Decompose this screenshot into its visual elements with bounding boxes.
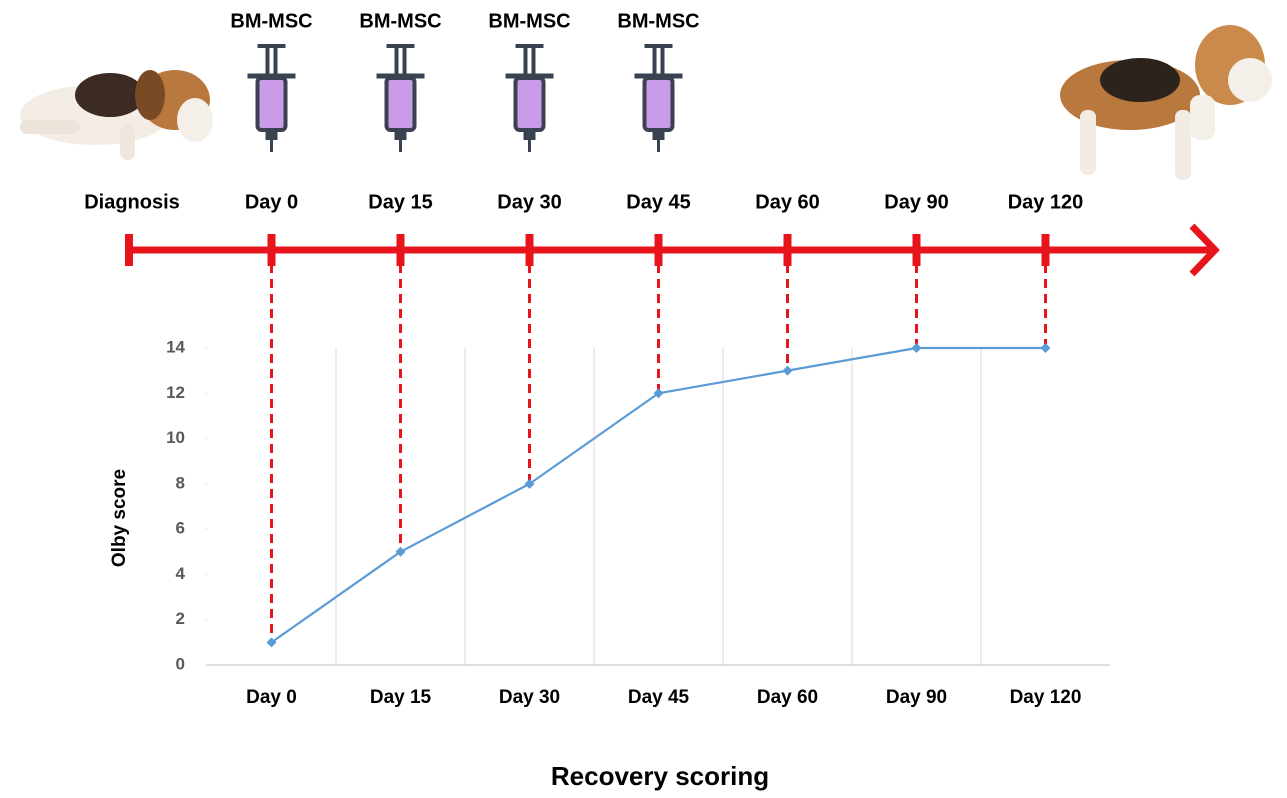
x-tick-label: Day 45 (628, 687, 690, 708)
syringe-hub (524, 130, 536, 140)
syringe-icon (248, 46, 296, 152)
healthy-dog-illustration (1060, 25, 1272, 180)
syringe-hub (266, 130, 278, 140)
y-tick-label: 2 (176, 609, 185, 628)
timeline-label: Day 30 (497, 191, 562, 213)
y-tick-label: 0 (176, 654, 185, 673)
syringe-barrel (645, 78, 673, 130)
injection-label: BM-MSC (488, 10, 570, 32)
syringe-barrel (258, 78, 286, 130)
x-tick-label: Day 0 (246, 687, 297, 708)
syringe-hub (653, 130, 665, 140)
timeline-label: Day 0 (245, 191, 298, 213)
syringe-barrel (516, 78, 544, 130)
y-tick-label: 14 (166, 337, 185, 356)
x-tick-label: Day 30 (499, 687, 560, 708)
timeline-label: Day 90 (884, 191, 949, 213)
injection-label: BM-MSC (359, 10, 441, 32)
x-tick-label: Day 15 (370, 687, 432, 708)
timeline-label: Day 45 (626, 191, 691, 213)
sick-dog-illustration (20, 70, 213, 160)
syringe-icon (506, 46, 554, 152)
x-tick-label: Day 60 (757, 687, 818, 708)
syringe-icon (635, 46, 683, 152)
y-tick-label: 6 (176, 519, 185, 538)
syringe-icon (377, 46, 425, 152)
data-point (1041, 343, 1051, 353)
y-axis-title: Olby score (109, 469, 130, 567)
y-tick-label: 12 (166, 383, 185, 402)
figure: Recovery scoring Olby score 0 2 4 6 8 10 12 14 D… (0, 0, 1287, 798)
syringe-hub (395, 130, 407, 140)
x-tick-label: Day 90 (886, 687, 947, 708)
syringe-barrel (387, 78, 415, 130)
timeline-label: Day 120 (1008, 191, 1084, 213)
data-point (912, 343, 922, 353)
x-axis-title: Recovery scoring (551, 761, 769, 791)
timeline-label: Day 15 (368, 191, 433, 213)
y-tick-label: 4 (176, 564, 186, 583)
y-tick-label: 10 (166, 428, 185, 447)
injection-label: BM-MSC (617, 10, 699, 32)
timeline-label: Day 60 (755, 191, 820, 213)
x-tick-label: Day 120 (1010, 687, 1082, 708)
data-point (783, 366, 793, 376)
injection-label: BM-MSC (230, 10, 312, 32)
y-tick-label: 8 (176, 473, 185, 492)
timeline-label: Diagnosis (84, 191, 180, 213)
